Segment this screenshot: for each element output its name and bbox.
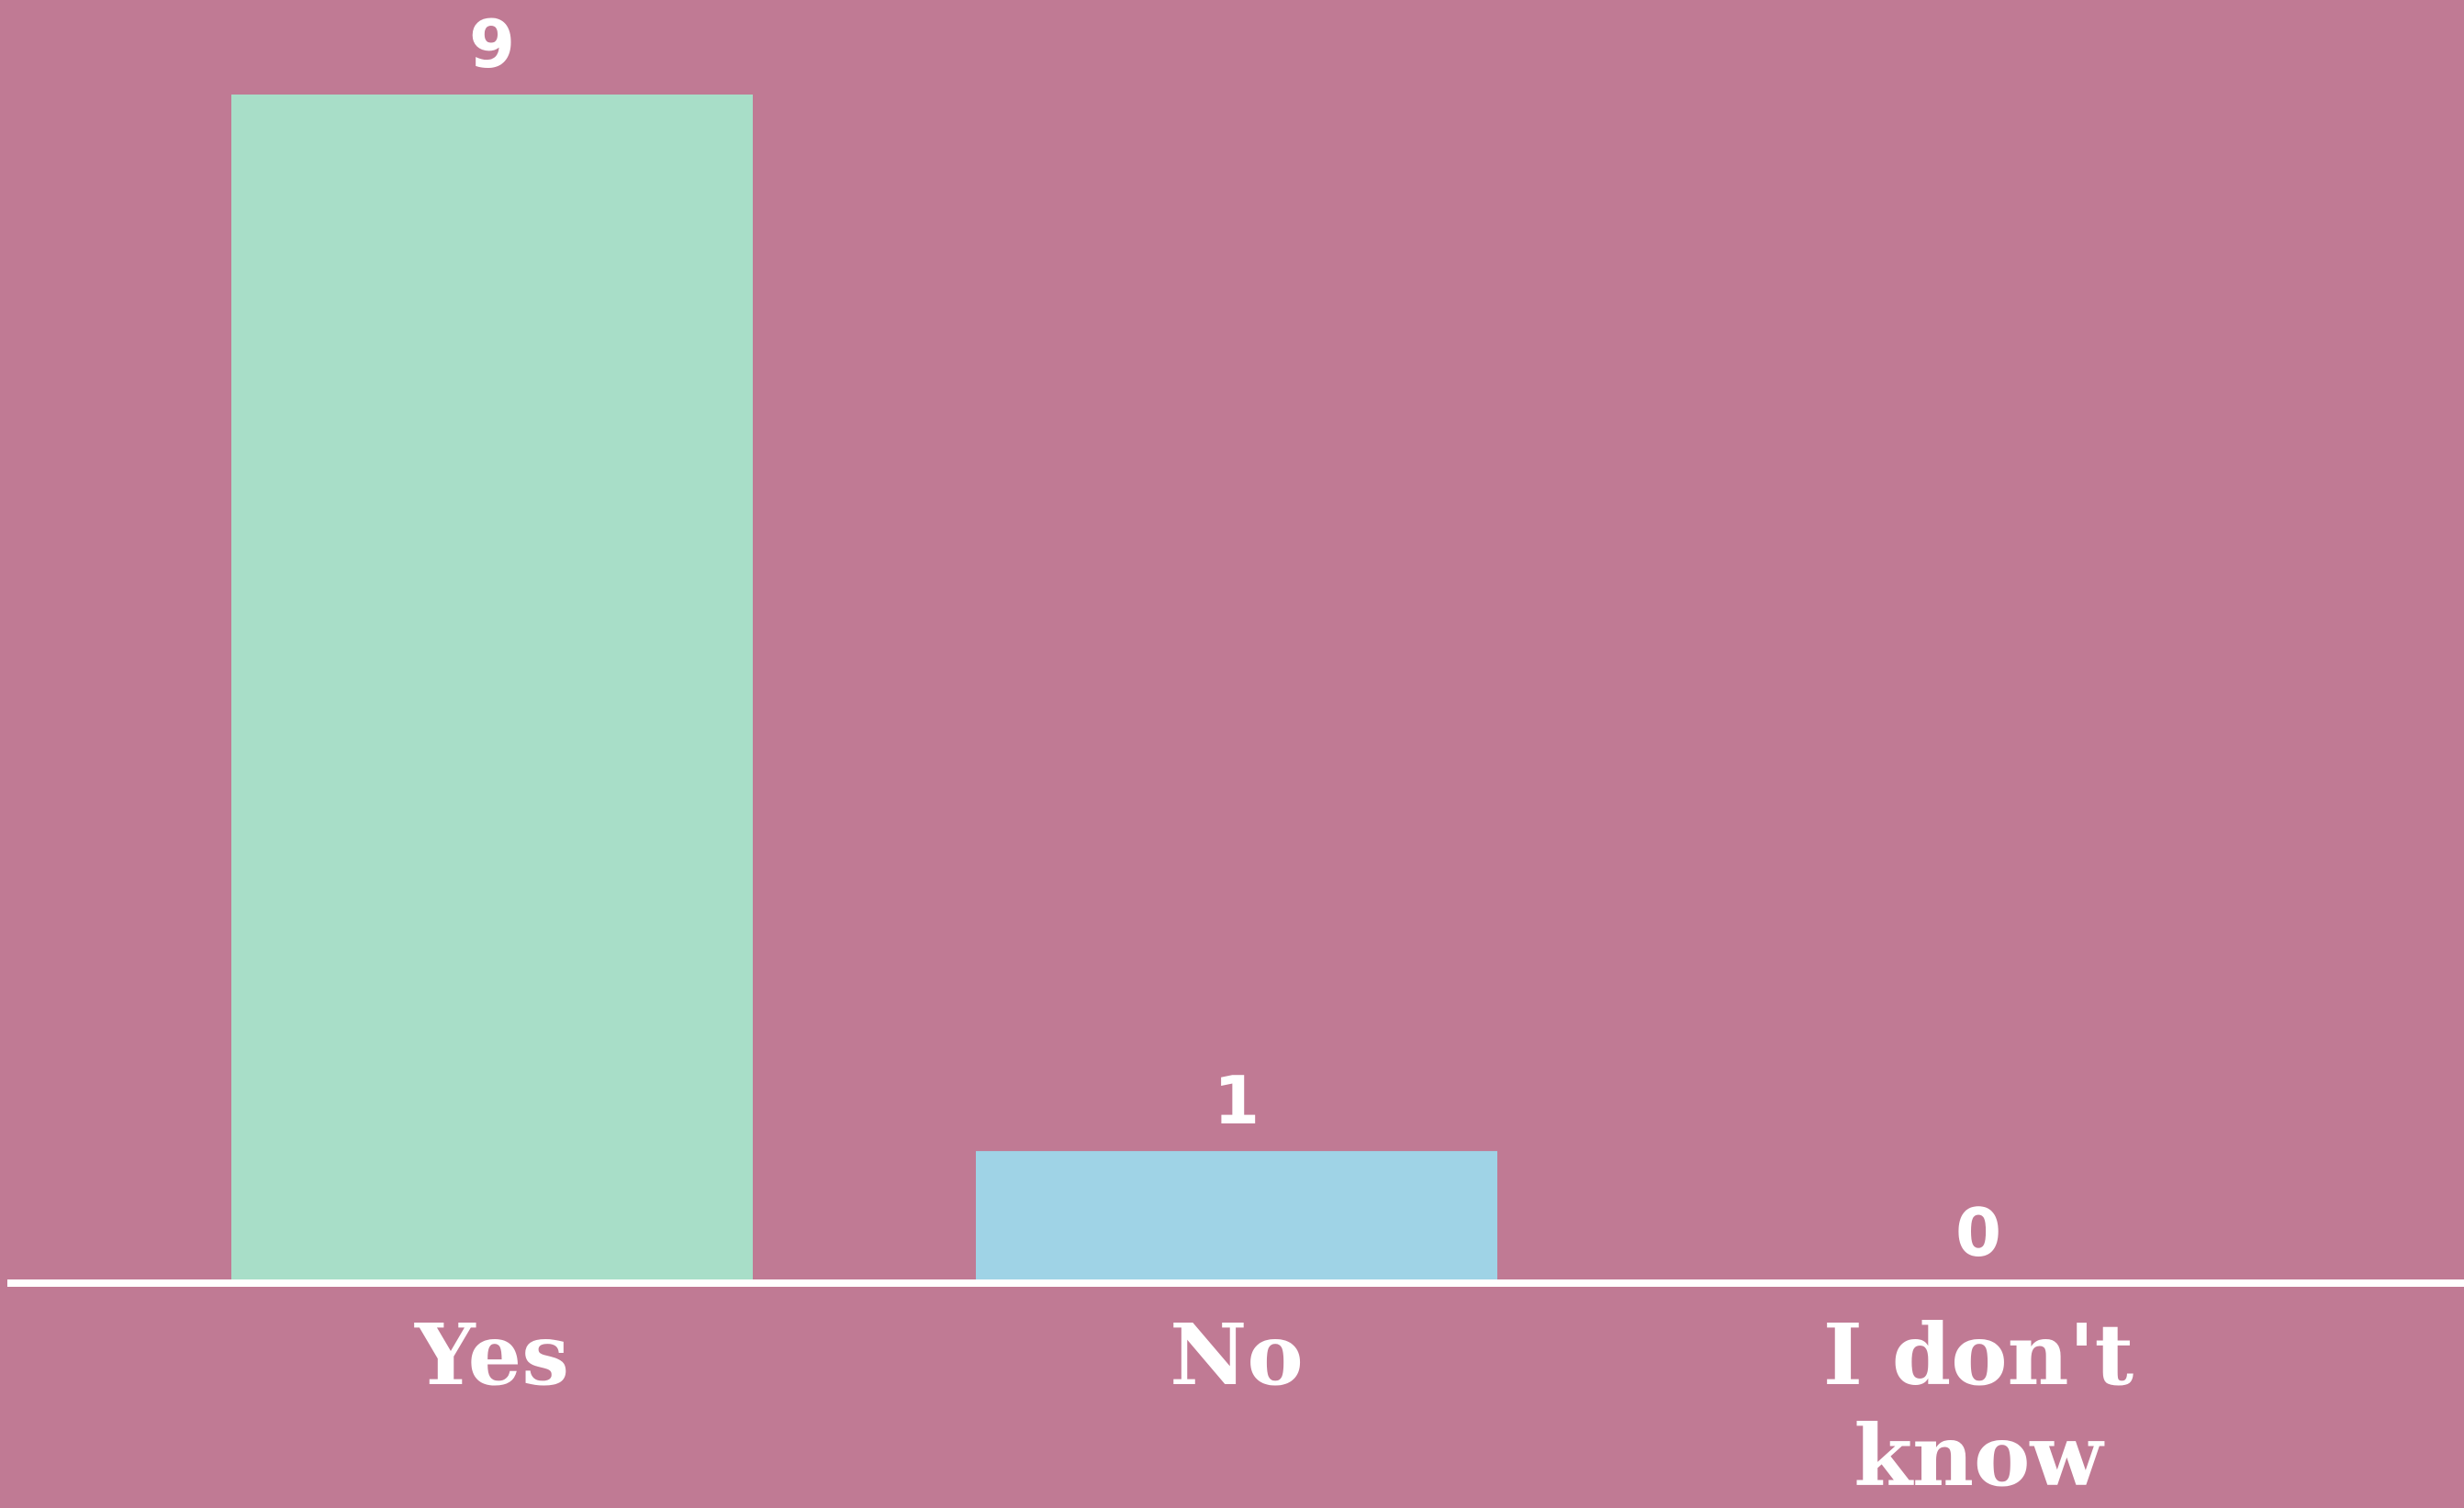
category-label-yes: Yes [414, 1305, 569, 1404]
value-label-yes: 9 [469, 6, 515, 83]
category-label-line: No [1170, 1305, 1303, 1404]
value-label-no: 1 [1214, 1062, 1260, 1139]
value-labels-group: 9 1 0 [469, 6, 2001, 1271]
category-label-i-don-t-know: I don't know [1823, 1305, 2134, 1505]
bar-yes [231, 95, 753, 1283]
category-labels-group: Yes No I don't know [414, 1305, 2134, 1505]
bars-group [231, 95, 1497, 1283]
bar-no [976, 1151, 1497, 1283]
value-label-i-don-t-know: 0 [1955, 1194, 2001, 1271]
category-label-line: know [1854, 1406, 2105, 1505]
category-label-line: I don't [1823, 1305, 2134, 1404]
category-label-no: No [1170, 1305, 1303, 1404]
category-label-line: Yes [414, 1305, 569, 1404]
